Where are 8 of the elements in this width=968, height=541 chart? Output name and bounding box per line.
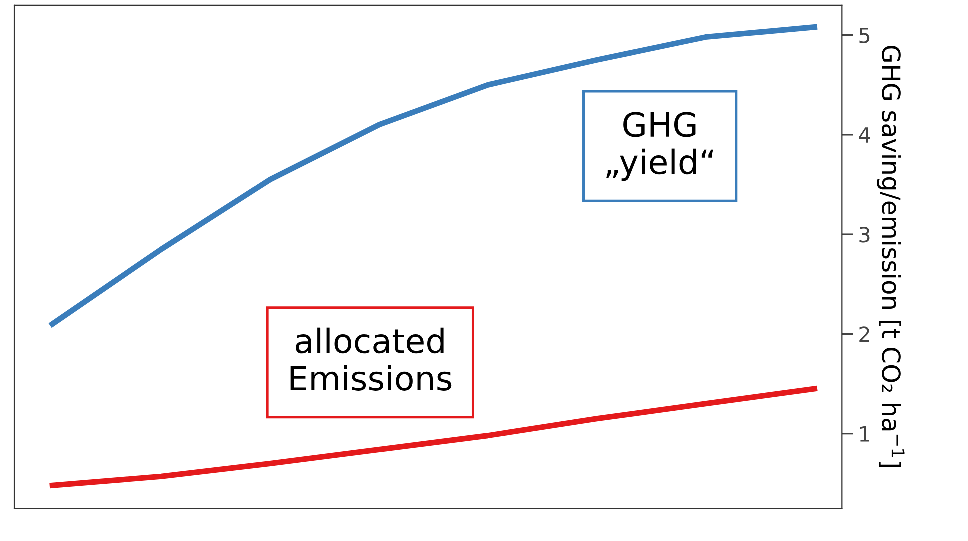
y-tick-label: 3: [860, 227, 870, 243]
y-tick-label: 1: [860, 426, 870, 442]
y-axis-title: GHG saving/emission [t CO₂ ha$^{−1}$]: [877, 46, 905, 468]
annotation: GHG „yield“: [606, 112, 714, 182]
y-tick-label: 2: [860, 326, 870, 342]
y-tick-label: 4: [859, 128, 870, 143]
annotation: allocated Emissions: [290, 328, 452, 391]
y-tick-label: 5: [860, 28, 870, 44]
